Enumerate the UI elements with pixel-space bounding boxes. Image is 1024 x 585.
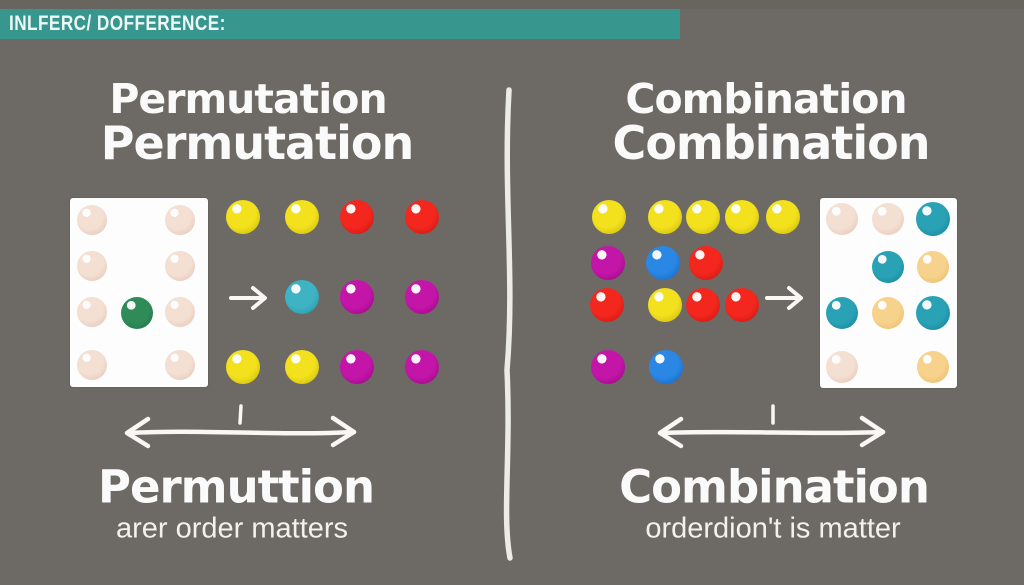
red-ball (590, 288, 624, 322)
magenta-ball (591, 246, 625, 280)
yellow-ball (648, 200, 682, 234)
left-caption-subtitle: arer order matters (115, 512, 349, 545)
left-title-line2: Permutation (100, 116, 414, 170)
top-strip (0, 0, 1024, 9)
red-ball (686, 288, 720, 322)
magenta-ball (340, 350, 374, 384)
red-ball (725, 288, 759, 322)
magenta-ball (405, 280, 439, 314)
yellow-ball (686, 200, 720, 234)
magenta-ball (405, 350, 439, 384)
blue-ball (646, 246, 680, 280)
vertical-divider (503, 87, 513, 561)
right-right-arrow-icon (765, 286, 803, 310)
right-title-line2: Combination (612, 116, 931, 170)
right-double-arrow (657, 404, 886, 449)
yellow-ball (592, 200, 626, 234)
yellow-ball (766, 200, 800, 234)
magenta-ball (591, 350, 625, 384)
right-title-line1: Combination (625, 75, 907, 123)
cyan-ball (285, 280, 319, 314)
left-caption-title: Permuttion (97, 460, 375, 514)
yellow-ball (648, 288, 682, 322)
right-ball-card (820, 198, 957, 388)
red-ball (340, 200, 374, 234)
left-double-arrow (124, 404, 357, 449)
yellow-ball (285, 350, 319, 384)
left-right-arrow-icon (229, 286, 267, 310)
right-caption-title: Combination (619, 460, 930, 514)
yellow-ball (725, 200, 759, 234)
red-ball (689, 246, 723, 280)
yellow-ball (226, 200, 260, 234)
magenta-ball (340, 280, 374, 314)
header-title: INLFERC/ DOFFERENCE: (9, 12, 226, 35)
left-ball-card (70, 198, 208, 387)
right-caption-subtitle: orderdion't is matter (645, 512, 901, 545)
yellow-ball (285, 200, 319, 234)
red-ball (405, 200, 439, 234)
yellow-ball (226, 350, 260, 384)
blue-ball (649, 350, 683, 384)
left-title-line1: Permutation (109, 75, 387, 123)
header-bar: INLFERC/ DOFFERENCE: (0, 9, 680, 39)
